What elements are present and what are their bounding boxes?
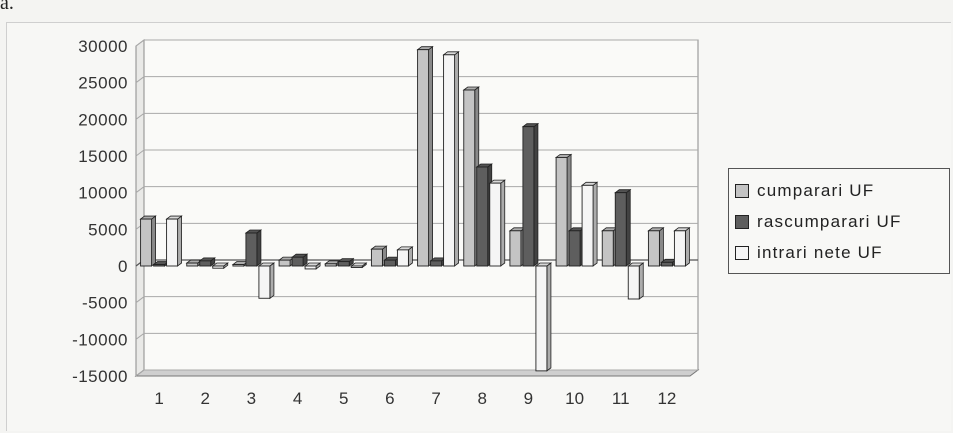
bar-intrari-nete-UF-4 xyxy=(304,265,317,270)
bar-rascumparari-UF-2 xyxy=(199,260,212,267)
x-tick-label: 12 xyxy=(657,389,676,408)
x-tick-label: 3 xyxy=(247,389,256,408)
x-tick-label: 11 xyxy=(612,389,630,408)
bar-rascumparari-UF-11 xyxy=(614,192,627,267)
plot-floor xyxy=(134,369,700,377)
y-tick-label: -15000 xyxy=(72,367,128,386)
bar-intrari-nete-UF-2 xyxy=(212,265,225,269)
y-tick-label: 0 xyxy=(118,257,128,276)
y-tick-label: -10000 xyxy=(72,330,128,349)
bar-cumparari-UF-12-side xyxy=(659,227,664,267)
bar-intrari-nete-UF-7 xyxy=(443,54,456,267)
bar-cumparari-UF-7 xyxy=(417,49,430,267)
x-tick-label: 6 xyxy=(385,389,394,408)
bar-intrari-nete-UF-12 xyxy=(673,230,686,267)
bar-cumparari-UF-12 xyxy=(647,230,660,267)
bar-intrari-nete-UF-11 xyxy=(627,265,640,300)
bar-intrari-nete-UF-6 xyxy=(396,249,409,267)
bar-intrari-nete-UF-8-side xyxy=(500,179,506,267)
x-tick-label: 1 xyxy=(154,389,163,408)
bar-rascumparari-UF-3 xyxy=(245,232,258,267)
bar-cumparari-UF-2 xyxy=(186,262,199,267)
gridline xyxy=(135,112,698,120)
x-tick-label: 8 xyxy=(478,389,487,408)
bar-rascumparari-UF-8 xyxy=(476,166,489,267)
x-tick-label: 4 xyxy=(293,389,302,408)
x-tick-label: 2 xyxy=(201,389,210,408)
bar-intrari-nete-UF-1-side xyxy=(177,215,182,267)
bar-intrari-nete-UF-11-side xyxy=(638,262,644,300)
bar-cumparari-UF-9 xyxy=(509,230,522,267)
legend-item-rascumparari: rascumparari UF xyxy=(735,206,943,237)
bar-rascumparari-UF-11-side xyxy=(625,188,631,267)
bar-rascumparari-UF-12 xyxy=(660,261,673,267)
bar-rascumparari-UF-5 xyxy=(337,261,350,267)
gridline xyxy=(135,149,698,157)
figure-label: a. xyxy=(0,0,14,14)
legend-item-intrari: intrari nete UF xyxy=(735,237,943,268)
gridline xyxy=(135,369,698,377)
legend: cumparari UF rascumparari UF intrari net… xyxy=(728,168,950,274)
legend-swatch-rascumparari xyxy=(735,214,749,229)
bar-cumparari-UF-7-side xyxy=(428,45,433,267)
legend-item-cumparari: cumparari UF xyxy=(735,175,943,206)
bar-cumparari-UF-10 xyxy=(555,157,568,267)
gridline xyxy=(135,76,698,84)
legend-swatch-cumparari xyxy=(735,183,749,198)
plot-side-wall xyxy=(135,39,145,377)
bar-intrari-nete-UF-9-side xyxy=(546,262,552,372)
y-tick-label: -5000 xyxy=(82,294,128,313)
gridline xyxy=(135,39,698,47)
bar-intrari-nete-UF-8 xyxy=(489,182,502,267)
bar-intrari-nete-UF-10 xyxy=(581,184,594,267)
bar-intrari-nete-UF-10-side xyxy=(592,181,598,267)
bar-rascumparari-UF-6 xyxy=(383,259,396,267)
bar-intrari-nete-UF-7-side xyxy=(454,50,459,267)
bar-intrari-nete-UF-1 xyxy=(166,218,179,267)
bar-intrari-nete-UF-9 xyxy=(535,265,548,372)
bar-cumparari-UF-11 xyxy=(601,230,614,267)
bar-intrari-nete-UF-3-side xyxy=(269,262,275,300)
bar-rascumparari-UF-3-side xyxy=(256,229,262,267)
bar-cumparari-UF-3 xyxy=(232,264,245,267)
legend-label-intrari: intrari nete UF xyxy=(757,242,883,262)
bar-rascumparari-UF-1 xyxy=(153,264,166,267)
bar-cumparari-UF-1-side xyxy=(151,215,156,267)
y-tick-label: 30000 xyxy=(78,37,128,56)
bar-cumparari-UF-6 xyxy=(370,248,383,267)
bar-cumparari-UF-8 xyxy=(463,89,476,267)
bar-rascumparari-UF-10 xyxy=(568,230,581,267)
y-tick-label: 10000 xyxy=(78,184,128,203)
bar-rascumparari-UF-9-side xyxy=(533,122,539,267)
bar-cumparari-UF-4 xyxy=(278,259,291,267)
gridline xyxy=(135,296,698,304)
bar-intrari-nete-UF-3 xyxy=(258,265,271,299)
x-tick-label: 5 xyxy=(339,389,348,408)
bar-rascumparari-UF-9 xyxy=(522,126,535,267)
gridline xyxy=(135,332,698,340)
bar-rascumparari-UF-7 xyxy=(430,260,443,267)
gridline xyxy=(135,186,698,194)
bar-cumparari-UF-5 xyxy=(324,263,337,267)
x-tick-label: 9 xyxy=(524,389,533,408)
bar-cumparari-UF-1 xyxy=(140,218,153,267)
bar-intrari-nete-UF-5 xyxy=(350,265,363,268)
y-tick-label: 15000 xyxy=(78,147,128,166)
legend-swatch-intrari xyxy=(735,245,749,260)
y-tick-label: 25000 xyxy=(78,74,128,93)
x-tick-label: 10 xyxy=(565,389,584,408)
bar-rascumparari-UF-4 xyxy=(291,256,304,267)
legend-label-rascumparari: rascumparari UF xyxy=(757,211,902,231)
bar-intrari-nete-UF-12-side xyxy=(685,227,690,267)
legend-label-cumparari: cumparari UF xyxy=(757,180,875,200)
x-tick-label: 7 xyxy=(431,389,440,408)
y-tick-label: 20000 xyxy=(78,110,128,129)
y-tick-label: 5000 xyxy=(88,220,128,239)
